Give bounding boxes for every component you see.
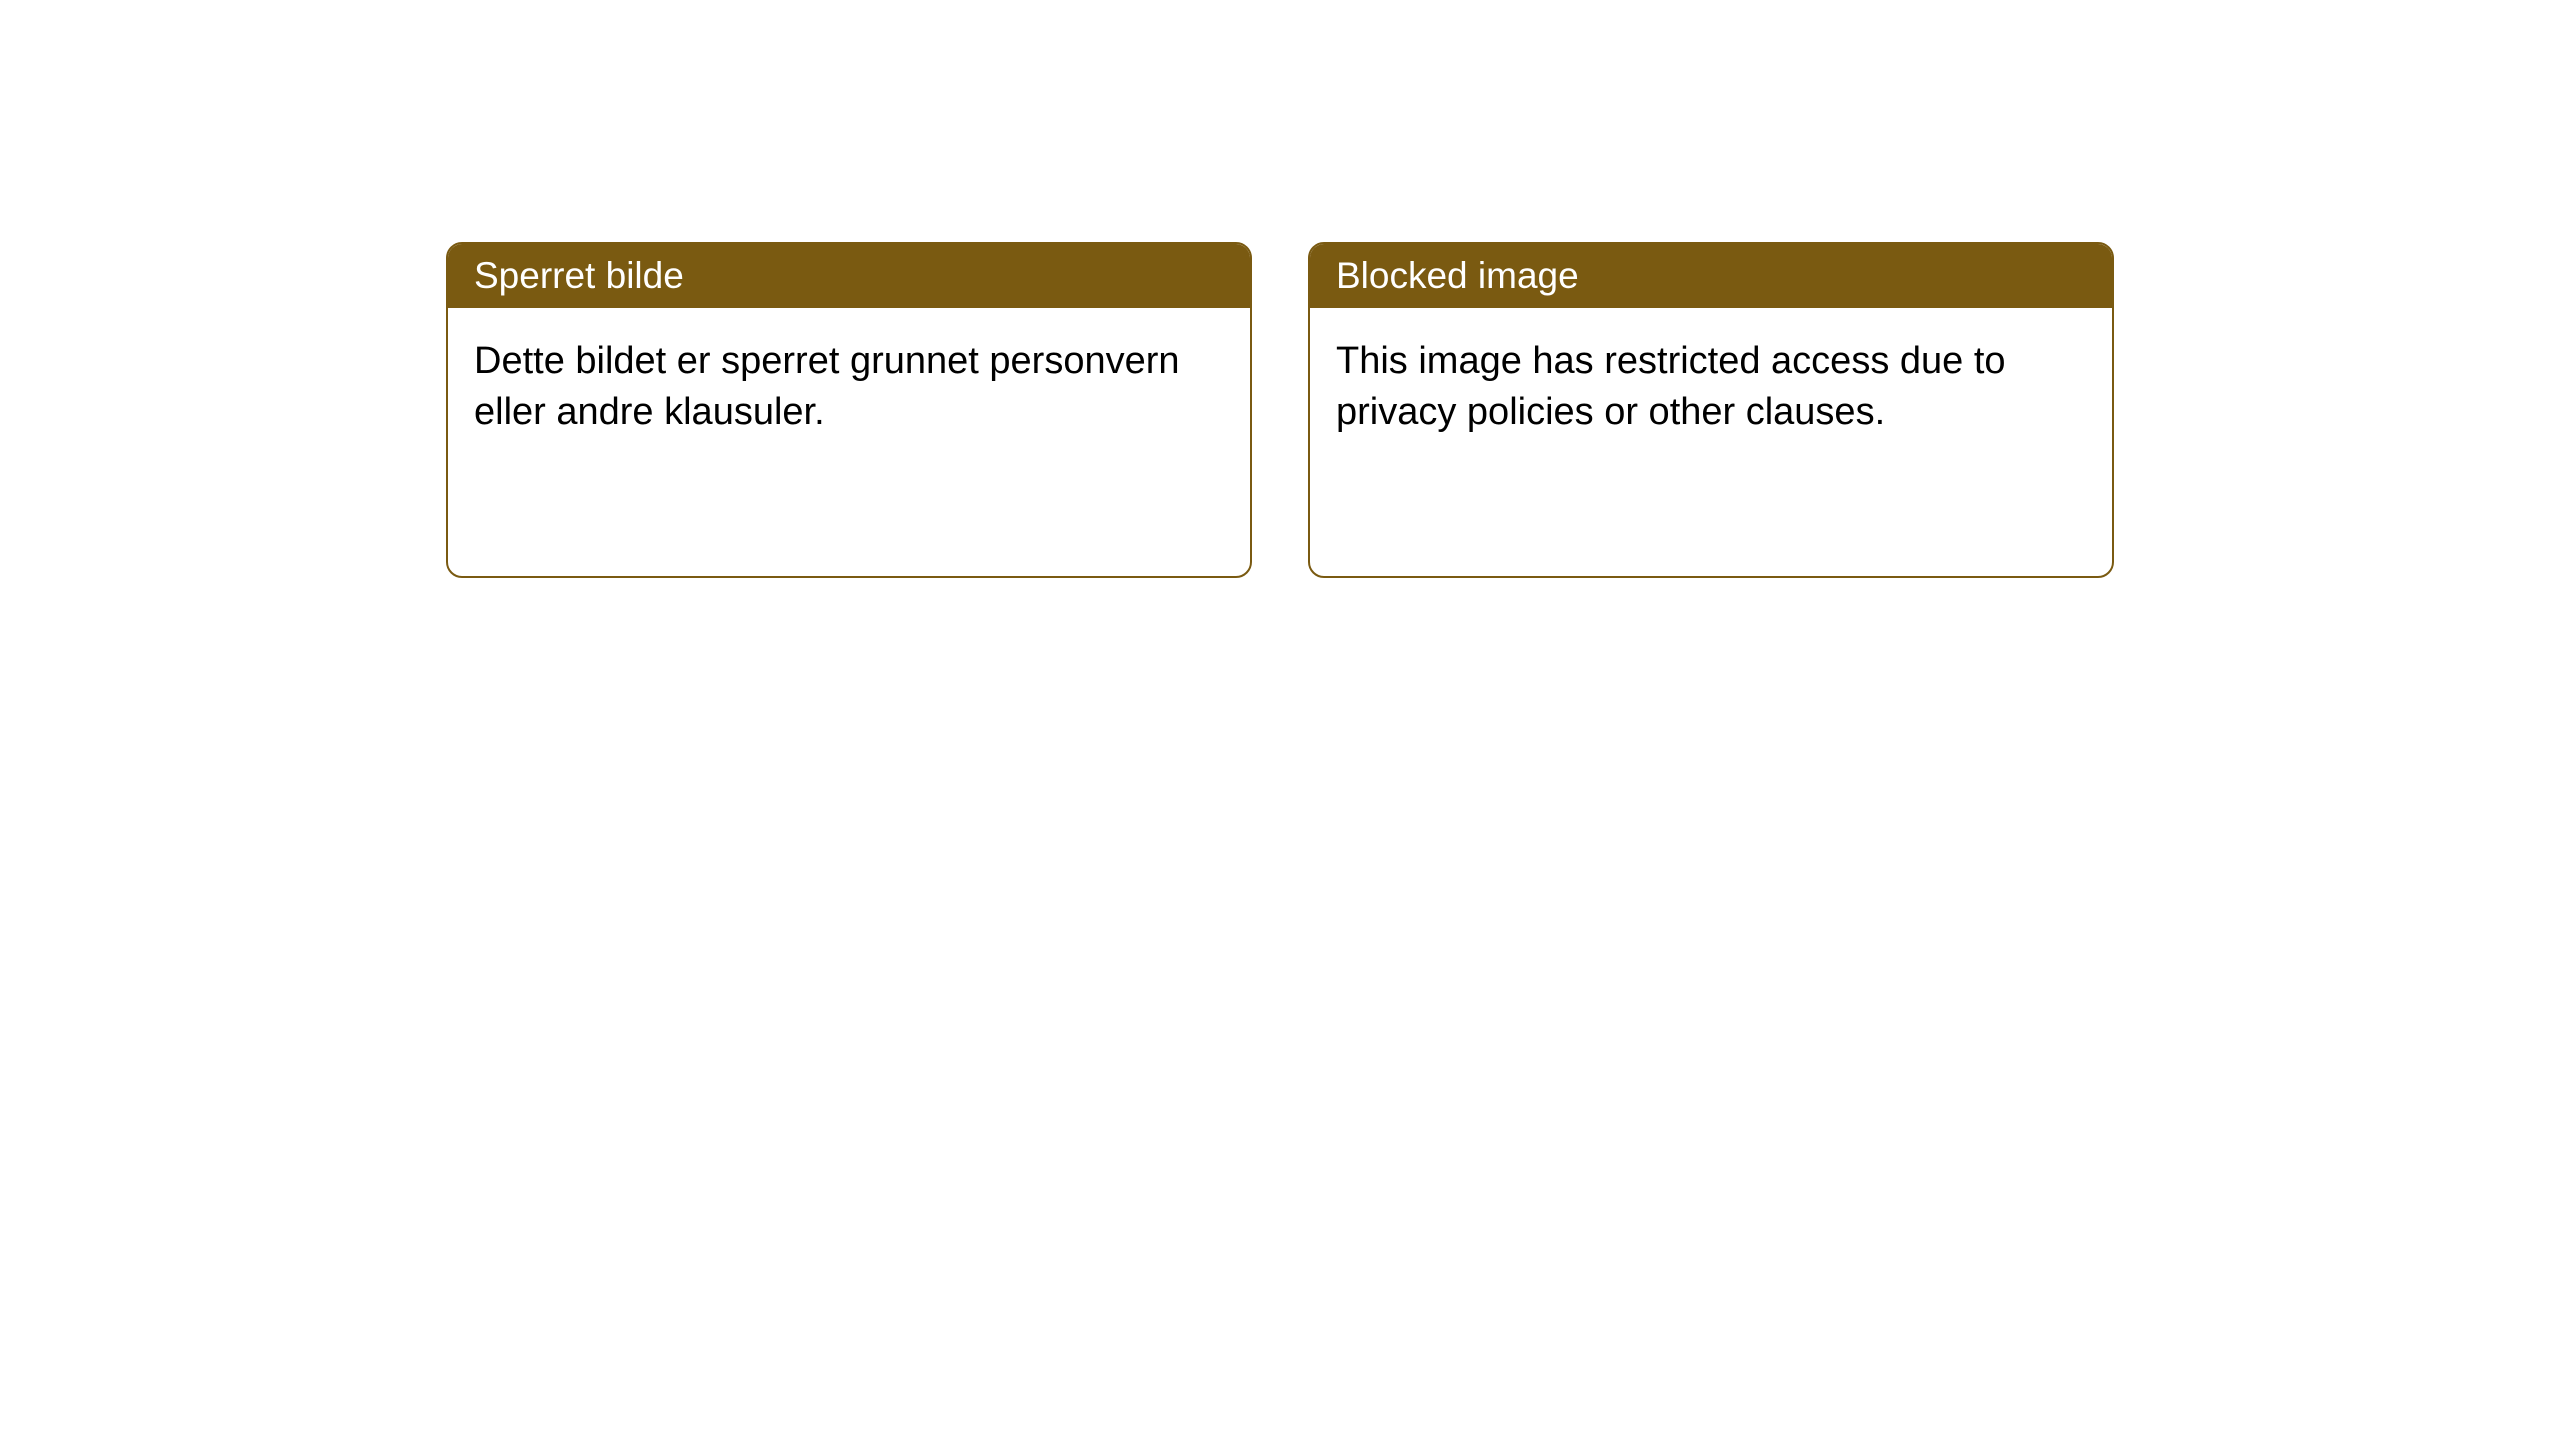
card-body: Dette bildet er sperret grunnet personve…: [448, 308, 1250, 467]
notice-cards-container: Sperret bilde Dette bildet er sperret gr…: [446, 242, 2114, 578]
card-body-text: This image has restricted access due to …: [1336, 340, 2006, 433]
card-title: Blocked image: [1336, 255, 1579, 296]
card-body-text: Dette bildet er sperret grunnet personve…: [474, 340, 1180, 433]
card-body: This image has restricted access due to …: [1310, 308, 2112, 467]
card-header: Blocked image: [1310, 244, 2112, 308]
card-title: Sperret bilde: [474, 255, 684, 296]
card-header: Sperret bilde: [448, 244, 1250, 308]
notice-card-norwegian: Sperret bilde Dette bildet er sperret gr…: [446, 242, 1252, 578]
notice-card-english: Blocked image This image has restricted …: [1308, 242, 2114, 578]
